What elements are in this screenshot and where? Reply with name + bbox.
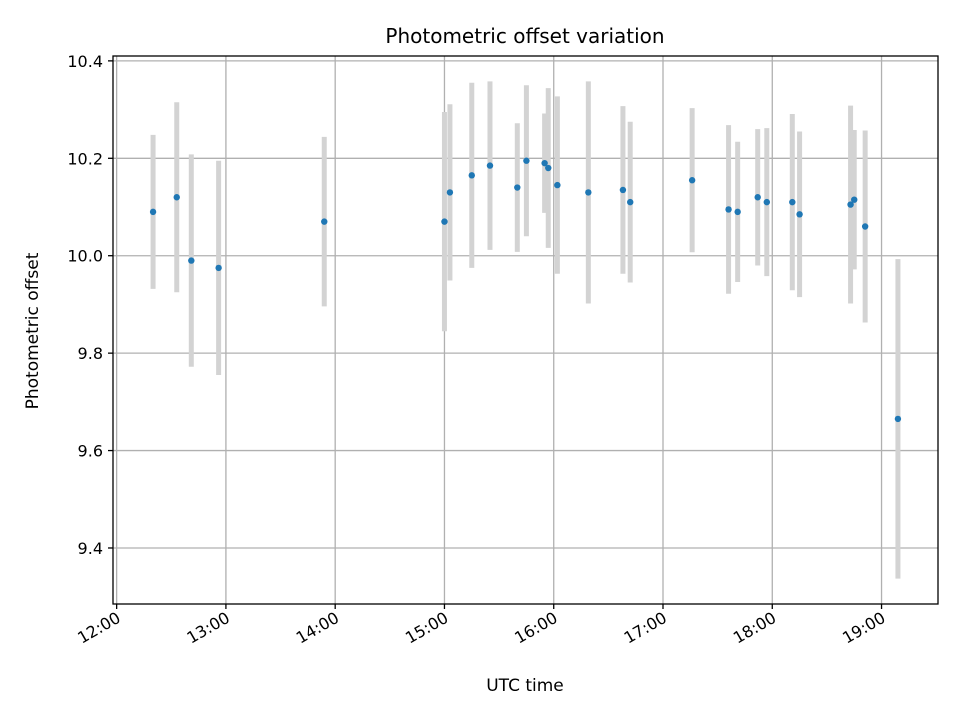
y-tick-label: 9.6 bbox=[78, 442, 103, 461]
data-point bbox=[851, 196, 858, 203]
y-axis-ticks: 9.4 9.6 9.8 10.0 10.2 10.4 bbox=[67, 52, 113, 558]
data-point bbox=[734, 208, 741, 216]
data-point bbox=[585, 189, 592, 196]
data-point bbox=[725, 206, 732, 213]
data-point bbox=[523, 157, 530, 164]
data-point bbox=[554, 181, 561, 189]
data-point bbox=[541, 159, 548, 167]
data-point bbox=[441, 218, 448, 225]
data-point bbox=[514, 184, 521, 191]
y-tick-label: 9.4 bbox=[78, 539, 103, 558]
data-point bbox=[796, 211, 803, 218]
data-point bbox=[847, 201, 854, 208]
y-tick-label: 10.2 bbox=[67, 149, 103, 168]
y-tick-label: 10.4 bbox=[67, 52, 103, 71]
data-point bbox=[688, 177, 696, 184]
data-point bbox=[149, 208, 157, 216]
data-point bbox=[173, 194, 180, 201]
data-point bbox=[763, 198, 771, 206]
data-point bbox=[446, 189, 454, 196]
data-point bbox=[486, 162, 494, 169]
data-point bbox=[188, 257, 195, 264]
plot-frame bbox=[112, 55, 939, 605]
data-point bbox=[789, 198, 796, 206]
y-axis-title: Photometric offset bbox=[23, 252, 43, 409]
y-tick-label: 10.0 bbox=[67, 247, 103, 266]
data-point bbox=[627, 198, 634, 206]
data-point bbox=[321, 218, 328, 225]
data-point bbox=[545, 164, 552, 172]
data-point bbox=[215, 264, 222, 272]
data-point bbox=[468, 172, 475, 179]
data-point bbox=[619, 186, 627, 194]
data-point bbox=[861, 223, 869, 230]
data-point bbox=[894, 415, 902, 423]
data-points bbox=[149, 157, 902, 423]
y-tick-label: 9.8 bbox=[78, 344, 103, 363]
x-axis-title: UTC time bbox=[486, 676, 564, 696]
chart-title: Photometric offset variation bbox=[385, 24, 664, 48]
data-point bbox=[754, 194, 761, 201]
